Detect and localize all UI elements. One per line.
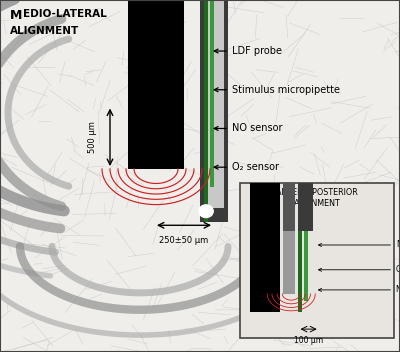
Text: A​NTERO-P​OSTERIOR
ALIGNMENT: A​NTERO-P​OSTERIOR ALIGNMENT — [276, 188, 358, 208]
Bar — [210, 0, 214, 187]
Text: O₂ sensor: O₂ sensor — [318, 265, 400, 274]
Text: Stimulus micropipette: Stimulus micropipette — [214, 85, 340, 95]
Circle shape — [199, 205, 213, 218]
Text: 250±50 μm: 250±50 μm — [159, 236, 209, 245]
Bar — [240, 183, 394, 338]
Text: 100 μm: 100 μm — [294, 336, 323, 345]
Text: Micropipette: Micropipette — [318, 240, 400, 250]
Text: NO sensor: NO sensor — [214, 124, 282, 133]
Bar — [298, 231, 302, 312]
Bar — [204, 0, 208, 222]
Bar — [128, 0, 184, 169]
Bar — [283, 183, 295, 231]
Bar — [250, 231, 280, 312]
Bar — [200, 0, 228, 222]
Text: M: M — [10, 9, 22, 22]
Text: 500 μm: 500 μm — [88, 121, 96, 153]
Bar — [204, 0, 224, 208]
Text: ALIGNMENT: ALIGNMENT — [10, 26, 79, 36]
Text: EDIO-LATERAL: EDIO-LATERAL — [23, 9, 107, 19]
Bar — [298, 183, 313, 231]
Bar — [250, 183, 280, 231]
Bar — [283, 231, 295, 294]
Bar — [304, 231, 308, 301]
Text: LDF probe: LDF probe — [214, 46, 282, 56]
Text: O₂ sensor: O₂ sensor — [214, 162, 279, 172]
Text: NO sensor: NO sensor — [318, 285, 400, 294]
